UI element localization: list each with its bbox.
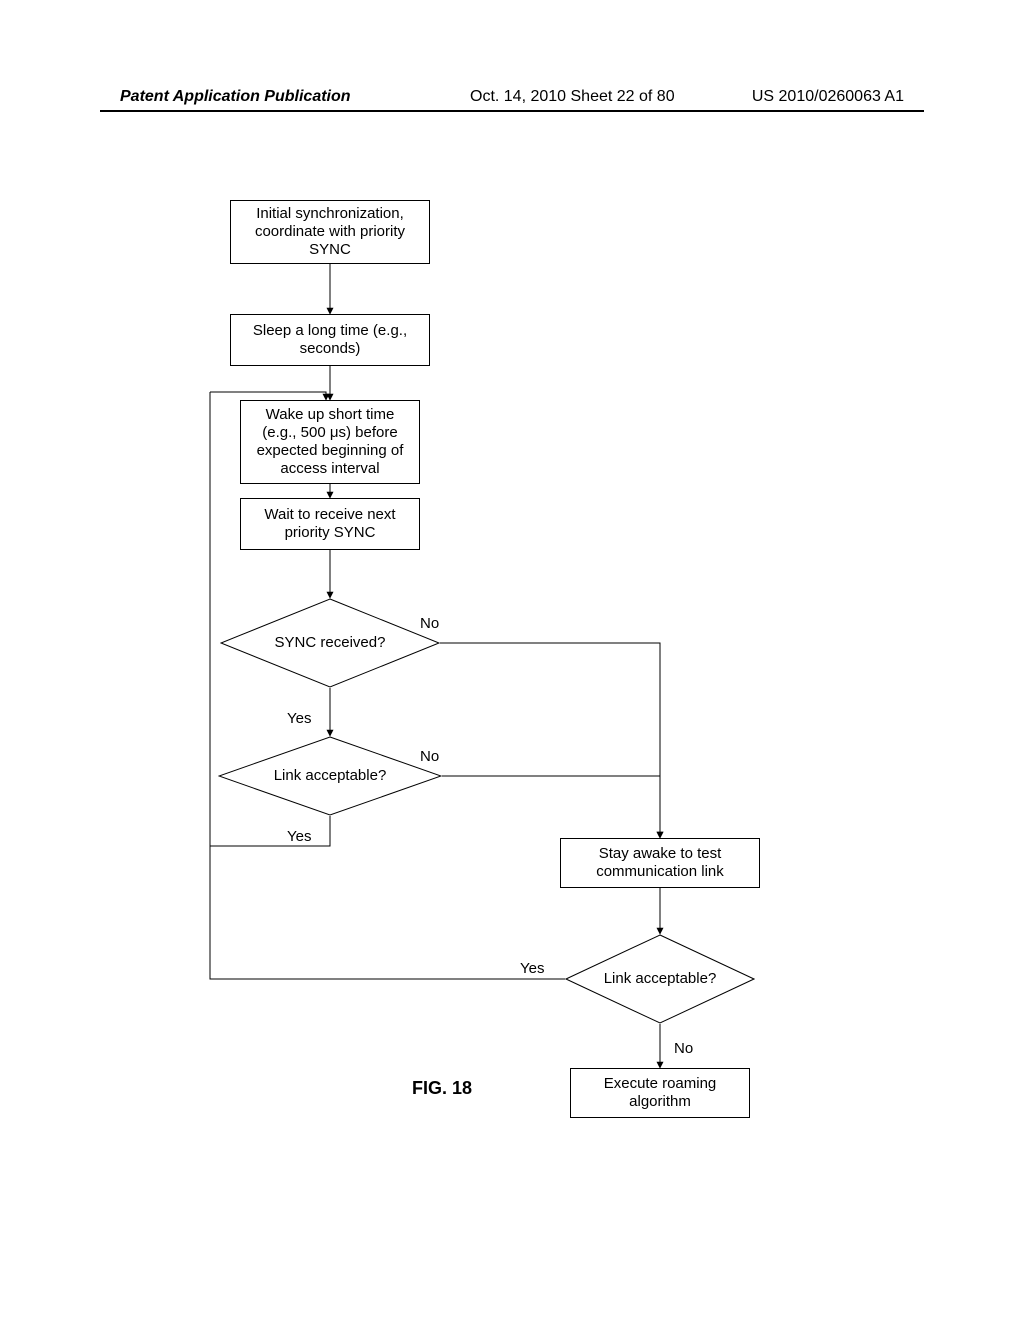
edge-2 <box>210 392 326 400</box>
decision-label: Link acceptable? <box>565 934 755 1024</box>
flow-box-n3: Wake up short time (e.g., 500 μs) before… <box>240 400 420 484</box>
edge-label-10: Yes <box>518 960 546 977</box>
edge-label-5: Yes <box>285 710 313 727</box>
flow-decision-d2: Link acceptable? <box>218 736 442 816</box>
edge-label-8: Yes <box>285 828 313 845</box>
flow-box-n2: Sleep a long time (e.g., seconds) <box>230 314 430 366</box>
flow-decision-d3: Link acceptable? <box>565 934 755 1024</box>
edge-label-11: No <box>672 1040 695 1057</box>
flow-box-n6: Execute roaming algorithm <box>570 1068 750 1118</box>
decision-label: Link acceptable? <box>218 736 442 816</box>
flow-box-n1: Initial synchronization, coordinate with… <box>230 200 430 264</box>
flowchart-edges <box>0 0 1024 1320</box>
flow-box-n5: Stay awake to test communication link <box>560 838 760 888</box>
edge-label-7: No <box>418 748 441 765</box>
edge-10 <box>210 846 565 979</box>
flow-box-n4: Wait to receive next priority SYNC <box>240 498 420 550</box>
edge-label-6: No <box>418 615 441 632</box>
edge-7 <box>442 776 660 838</box>
flowchart: Initial synchronization, coordinate with… <box>0 0 1024 1320</box>
edge-6 <box>440 643 660 838</box>
flow-decision-d1: SYNC received? <box>220 598 440 688</box>
figure-label: FIG. 18 <box>412 1078 472 1099</box>
decision-label: SYNC received? <box>220 598 440 688</box>
